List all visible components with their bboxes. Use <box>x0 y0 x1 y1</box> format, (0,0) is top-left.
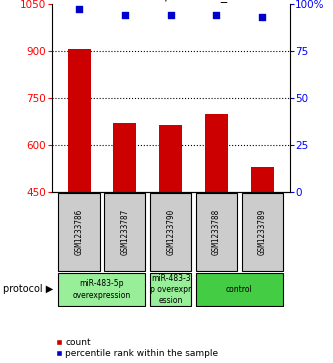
Text: GSM1233788: GSM1233788 <box>212 209 221 256</box>
Text: control: control <box>226 285 253 294</box>
Text: miR-483-5p
overexpression: miR-483-5p overexpression <box>73 280 131 299</box>
Bar <box>150 273 191 306</box>
Bar <box>150 193 191 272</box>
Bar <box>114 123 136 192</box>
Point <box>168 12 173 18</box>
Bar <box>159 125 182 192</box>
Text: GSM1233787: GSM1233787 <box>120 209 130 256</box>
Point <box>260 14 265 20</box>
Bar <box>104 193 146 272</box>
Bar <box>251 167 274 192</box>
Bar <box>242 193 283 272</box>
Bar <box>59 193 100 272</box>
Text: GSM1233790: GSM1233790 <box>166 209 175 256</box>
Point <box>214 12 219 18</box>
Bar <box>205 114 228 192</box>
Text: miR-483-3
p overexpr
ession: miR-483-3 p overexpr ession <box>150 274 191 305</box>
Bar <box>68 49 91 192</box>
Legend: count, percentile rank within the sample: count, percentile rank within the sample <box>56 338 218 359</box>
Text: protocol ▶: protocol ▶ <box>3 285 54 294</box>
Bar <box>196 273 283 306</box>
Text: GSM1233789: GSM1233789 <box>258 209 267 256</box>
Title: GDS5347 / 201498_at: GDS5347 / 201498_at <box>102 0 239 3</box>
Bar <box>196 193 237 272</box>
Point <box>122 12 128 18</box>
Bar <box>59 273 146 306</box>
Text: GSM1233786: GSM1233786 <box>75 209 84 256</box>
Point <box>77 7 82 12</box>
